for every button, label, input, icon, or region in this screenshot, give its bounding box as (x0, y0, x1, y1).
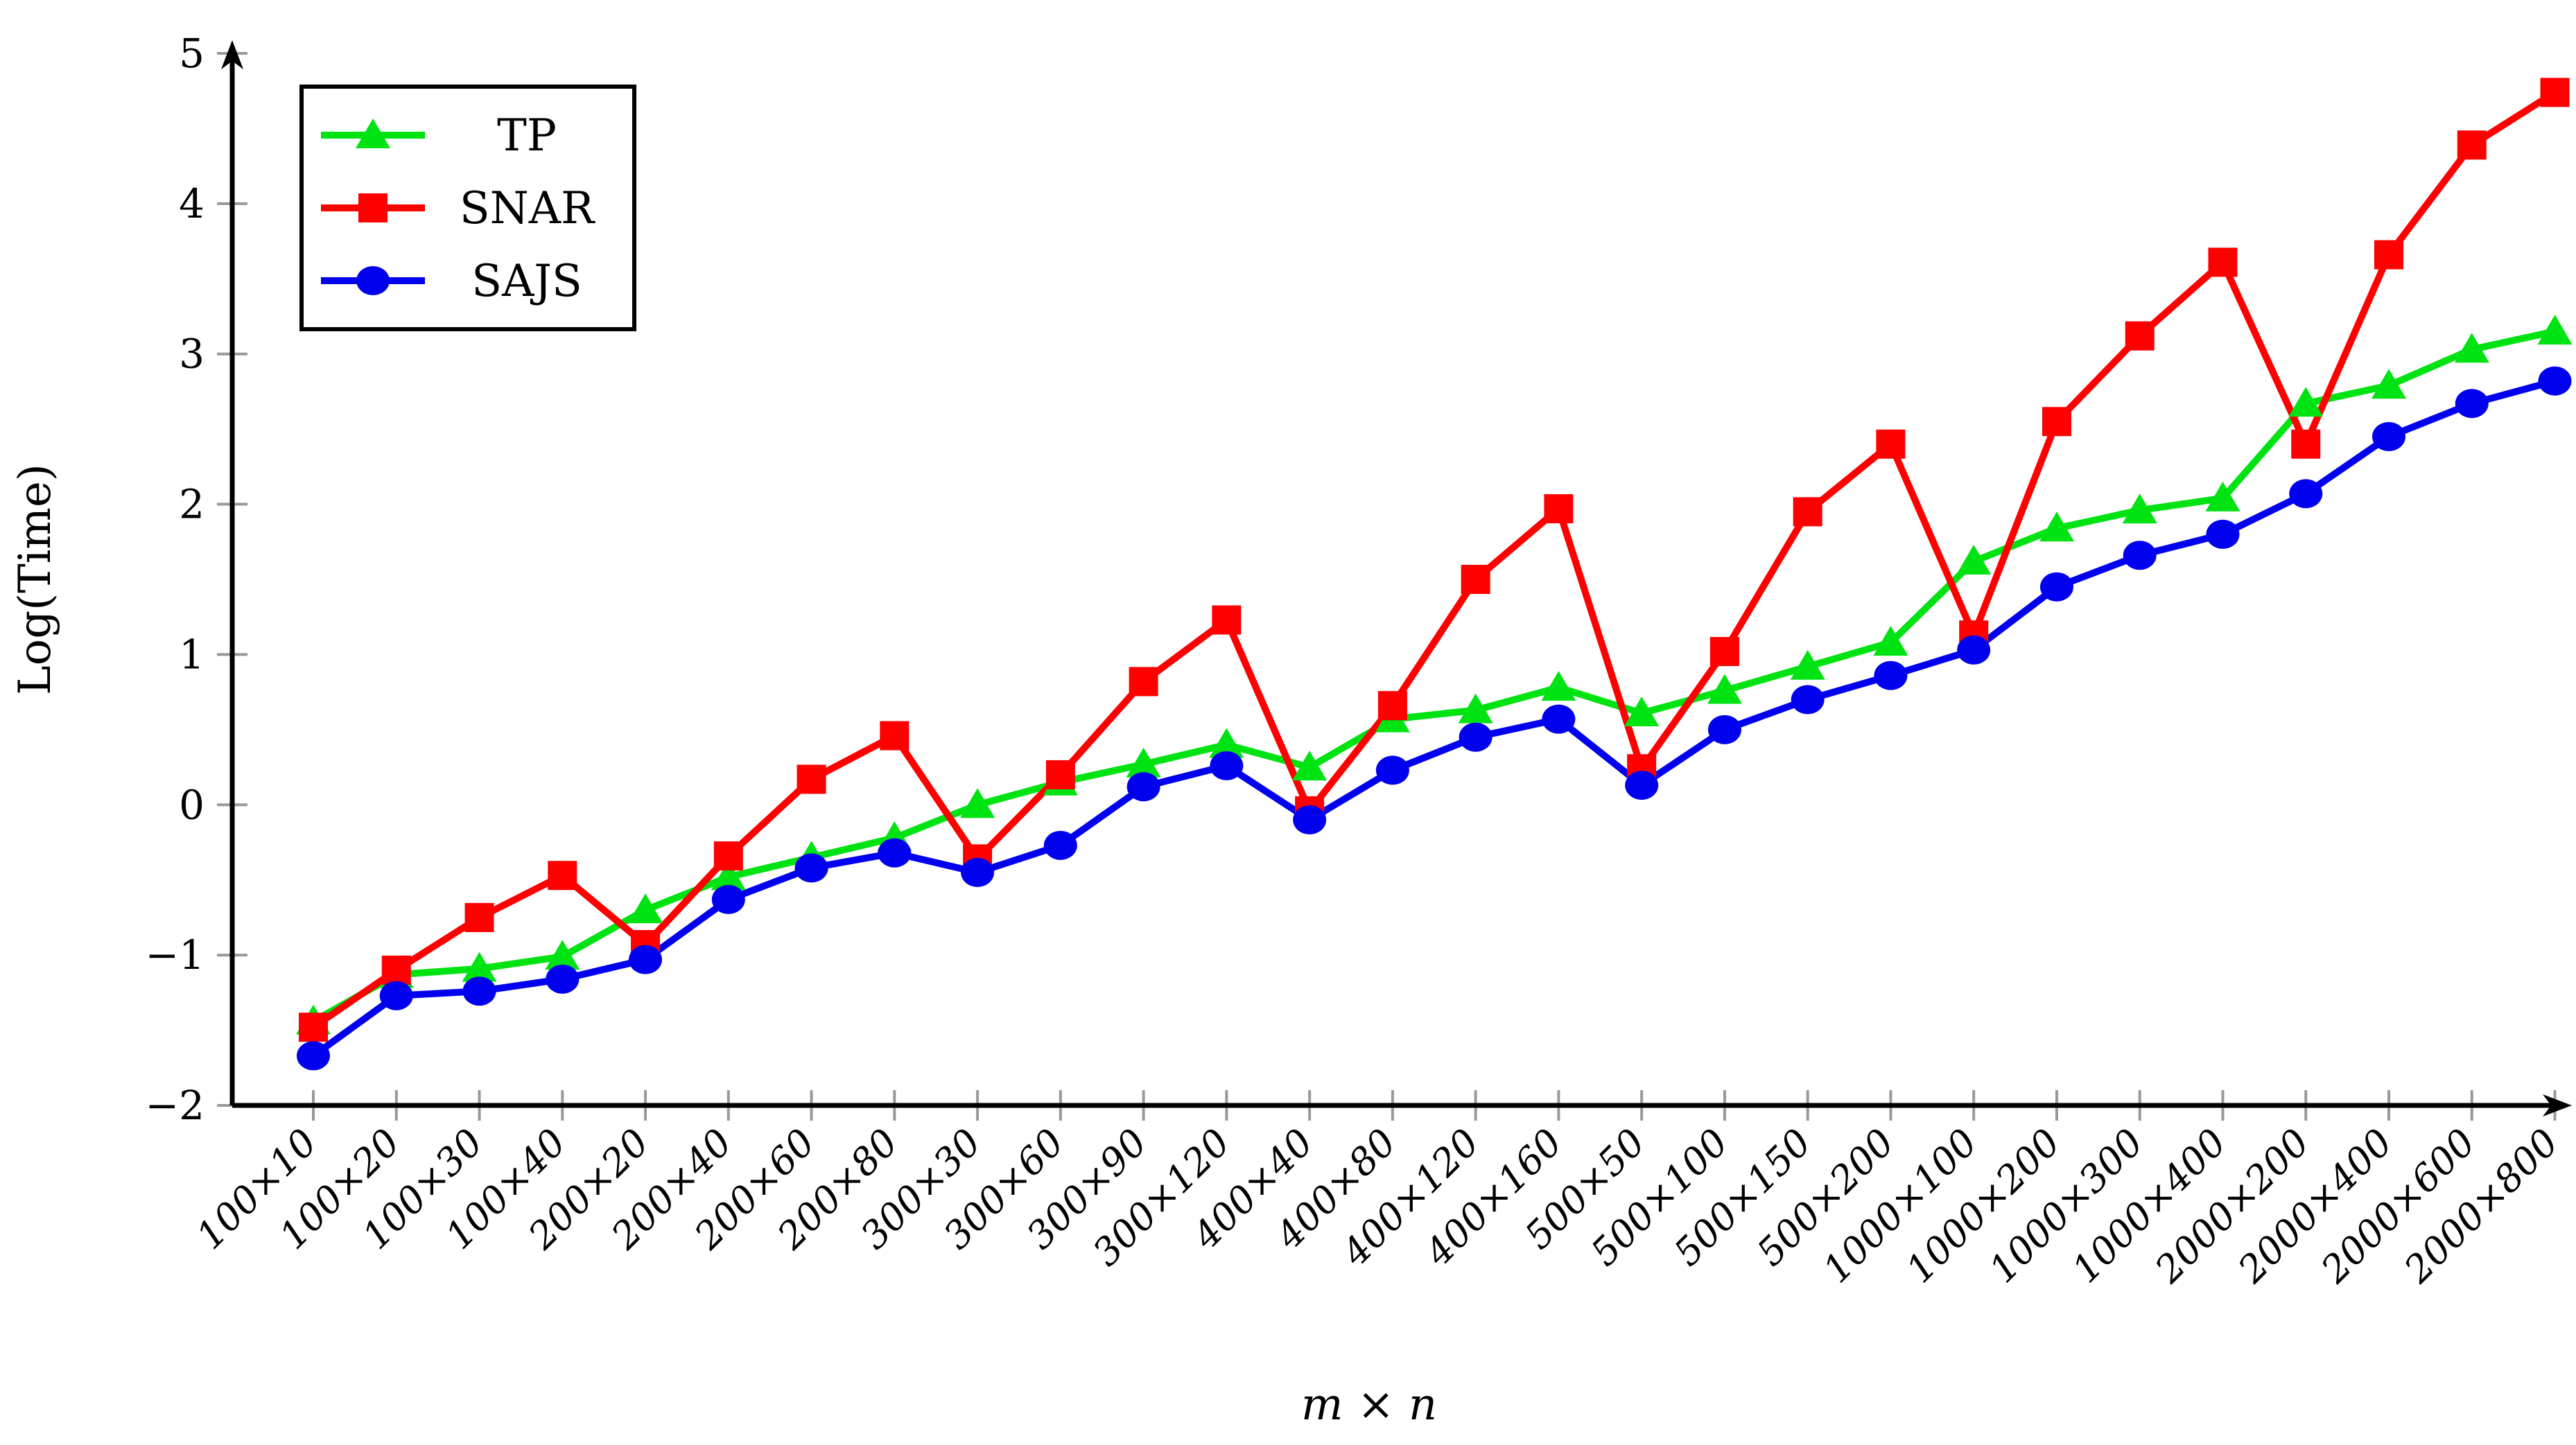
legend-marker-snar (358, 193, 388, 222)
series-snar-marker (1045, 760, 1075, 789)
series-sajs-marker (1957, 635, 1991, 665)
series-tp-marker (1790, 649, 1825, 680)
y-tick-label: 1 (179, 631, 204, 678)
series-tp-marker (2122, 493, 2157, 524)
series-sajs-marker (1707, 715, 1741, 744)
y-tick-label: −2 (146, 1082, 205, 1129)
series-sajs-marker (1126, 772, 1160, 802)
series-sajs-marker (2123, 541, 2157, 570)
series-snar-marker (2457, 130, 2487, 160)
series-sajs-marker (2372, 421, 2405, 451)
series-snar-marker (880, 721, 910, 751)
series-sajs-marker (1210, 751, 1244, 780)
series-sajs-marker (1459, 722, 1492, 752)
series-snar-marker (381, 955, 411, 985)
series-tp-marker (960, 788, 995, 818)
series-tp-marker (1873, 626, 1908, 656)
series-tp-marker (711, 860, 746, 891)
series-sajs-marker (379, 981, 413, 1010)
series-sajs-marker (711, 884, 745, 914)
series-sajs-marker (878, 838, 912, 868)
series-tp-marker (1292, 751, 1328, 781)
y-tick-label: 5 (179, 30, 204, 77)
series-snar-marker (1129, 667, 1158, 697)
series-tp-marker (1707, 674, 1742, 704)
series-sajs-marker (2039, 572, 2073, 602)
legend-label-tp: TP (497, 110, 557, 161)
series-snar-marker (1461, 564, 1490, 594)
series-tp-marker (2039, 511, 2074, 542)
series-snar-marker (1876, 429, 1906, 459)
series-snar-marker (1212, 605, 1242, 635)
series-tp-marker (1541, 671, 1576, 701)
legend-label-snar: SNAR (460, 183, 595, 234)
series-sajs-marker (1043, 830, 1077, 860)
series-sajs-marker (2206, 519, 2240, 549)
series-snar-marker (464, 902, 494, 932)
series-snar-marker (1544, 494, 1574, 524)
series-sajs-marker (1874, 660, 1908, 690)
y-tick-label: 4 (179, 180, 204, 227)
series-tp-marker (628, 893, 663, 924)
series-snar-marker (1377, 691, 1407, 721)
y-tick-label: −1 (146, 931, 205, 979)
series-sajs-marker (297, 1041, 330, 1071)
y-tick-label: 3 (179, 331, 204, 378)
series-snar-marker (2374, 240, 2403, 270)
series-sajs-marker (629, 945, 663, 974)
series-snar-marker (1709, 637, 1739, 667)
series-sajs-marker (1542, 704, 1576, 734)
series-snar-marker (2291, 429, 2321, 459)
series-tp-marker (2372, 369, 2406, 399)
series-sajs-marker (1293, 805, 1327, 834)
legend-marker-tp (356, 119, 390, 148)
series-sajs-marker (546, 964, 580, 994)
series-tp-marker (545, 940, 580, 970)
series-tp-line (311, 328, 2556, 1024)
series-sajs-marker (1375, 755, 1409, 785)
series-tp-marker (1956, 544, 1992, 575)
series-sajs-marker (2289, 479, 2323, 509)
series-sajs-marker (1625, 771, 1659, 800)
series-snar-marker (2125, 321, 2155, 351)
series-snar-marker (2540, 78, 2570, 107)
legend-marker-sajs (356, 266, 390, 295)
series-snar-marker (713, 841, 743, 871)
series-tp-marker (2537, 315, 2573, 345)
y-axis-arrowhead (221, 40, 243, 69)
series-tp-marker (462, 952, 497, 982)
y-tick-label: 2 (179, 481, 204, 528)
y-axis-title: Log(Time) (10, 464, 61, 695)
series-snar-marker (299, 1013, 328, 1042)
x-axis-arrowhead (2543, 1094, 2572, 1116)
series-sajs-marker (2455, 389, 2489, 419)
series-snar-marker (2208, 247, 2238, 277)
x-axis-title: m × n (1301, 1379, 1437, 1430)
series-sajs-marker (1791, 685, 1825, 715)
series-sajs-marker (2538, 366, 2572, 396)
series-snar-marker (2042, 407, 2071, 437)
series-tp-marker (1624, 696, 1660, 726)
series-snar-marker (548, 861, 577, 891)
series-sajs-marker (961, 857, 995, 887)
series-sajs-marker (794, 853, 828, 883)
series-tp-marker (1126, 747, 1161, 778)
series-snar-line (311, 89, 2557, 1031)
series-sajs-line (311, 377, 2556, 1059)
series-tp-marker (1209, 728, 1244, 758)
series-snar-marker (797, 764, 826, 794)
series-tp-marker (2454, 333, 2489, 363)
series-tp-marker (2205, 481, 2240, 511)
legend-label-sajs: SAJS (471, 256, 582, 307)
series-tp-marker (1458, 693, 1493, 724)
series-tp-marker (2288, 387, 2324, 417)
y-tick-label: 0 (179, 781, 204, 828)
series-sajs-marker (462, 977, 496, 1006)
series-snar-marker (1793, 497, 1822, 527)
